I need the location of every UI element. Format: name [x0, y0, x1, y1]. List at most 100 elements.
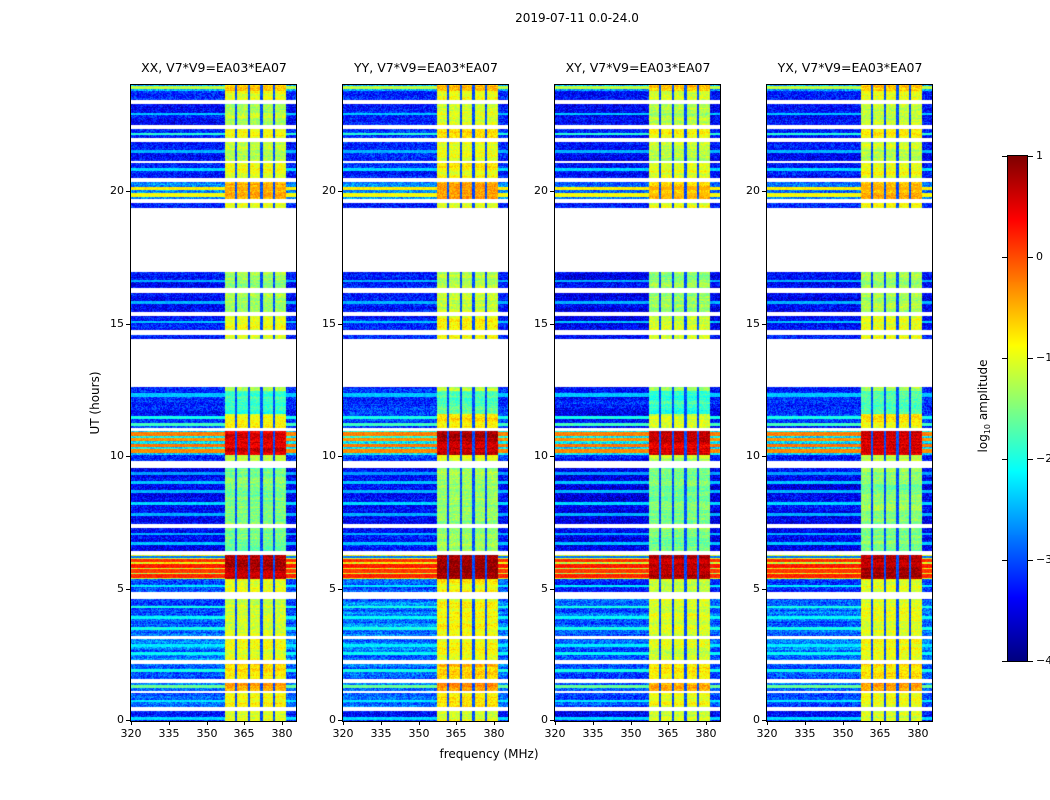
y-tick-mark — [338, 589, 342, 590]
y-tick-label: 20 — [110, 184, 124, 197]
y-tick-label: 5 — [329, 582, 336, 595]
heatmap-plot-xx — [130, 84, 297, 722]
x-tick-mark — [668, 721, 669, 725]
heatmap-plot-yy — [342, 84, 509, 722]
y-tick-label: 20 — [534, 184, 548, 197]
y-tick-mark — [338, 324, 342, 325]
panel-yx: YX, V7*V9=EA03*EA07 320 335 350 365 380 0 5 10… — [746, 60, 933, 760]
x-tick-mark — [843, 721, 844, 725]
heatmap-canvas-yx — [767, 85, 932, 721]
y-tick-mark — [126, 589, 130, 590]
colorbar-tick-mark — [1002, 156, 1007, 157]
colorbar-tick-label: 0 — [1036, 250, 1043, 263]
x-tick-label: 365 — [869, 727, 891, 740]
x-tick-label: 320 — [544, 727, 566, 740]
heatmap-canvas-yy — [343, 85, 508, 721]
y-tick-mark — [550, 589, 554, 590]
x-axis-label: frequency (MHz) — [439, 747, 539, 761]
x-tick-mark — [381, 721, 382, 725]
colorbar-canvas — [1008, 156, 1027, 661]
y-tick-label: 0 — [329, 713, 336, 726]
panel-title-yy: YY, V7*V9=EA03*EA07 — [354, 60, 498, 75]
x-tick-label: 365 — [233, 727, 255, 740]
y-axis-label: UT (hours) — [88, 371, 102, 435]
x-tick-label: 350 — [832, 727, 854, 740]
y-tick-mark — [126, 324, 130, 325]
colorbar — [1007, 155, 1028, 662]
colorbar-tick-mark — [1028, 358, 1033, 359]
x-tick-mark — [343, 721, 344, 725]
colorbar-tick-mark — [1002, 661, 1007, 662]
colorbar-label-sub: 10 — [983, 423, 993, 435]
panel-yy: YY, V7*V9=EA03*EA07 320 335 350 365 380 0 5 10… — [322, 60, 509, 760]
y-tick-label: 15 — [534, 317, 548, 330]
figure-title: 2019-07-11 0.0-24.0 — [515, 11, 639, 25]
colorbar-label-log: log — [975, 434, 990, 453]
y-tick-mark — [550, 720, 554, 721]
y-tick-mark — [762, 456, 766, 457]
heatmap-canvas-xx — [131, 85, 296, 721]
y-tick-label: 0 — [753, 713, 760, 726]
x-tick-mark — [169, 721, 170, 725]
x-tick-label: 365 — [657, 727, 679, 740]
y-tick-label: 5 — [753, 582, 760, 595]
x-tick-label: 380 — [271, 727, 293, 740]
colorbar-tick-mark — [1028, 156, 1033, 157]
colorbar-tick-label: −4 — [1036, 654, 1050, 667]
colorbar-label: log10 amplitude — [976, 360, 992, 453]
x-tick-mark — [593, 721, 594, 725]
x-tick-label: 380 — [483, 727, 505, 740]
panel-title-xy: XY, V7*V9=EA03*EA07 — [565, 60, 711, 75]
panel-title-yx: YX, V7*V9=EA03*EA07 — [777, 60, 923, 75]
colorbar-tick-label: −3 — [1036, 553, 1050, 566]
x-tick-mark — [494, 721, 495, 725]
x-tick-label: 350 — [196, 727, 218, 740]
y-tick-mark — [762, 324, 766, 325]
y-tick-mark — [338, 720, 342, 721]
colorbar-tick-label: −1 — [1036, 351, 1050, 364]
y-tick-mark — [126, 720, 130, 721]
heatmap-plot-yx — [766, 84, 933, 722]
y-tick-mark — [762, 191, 766, 192]
x-tick-label: 350 — [620, 727, 642, 740]
colorbar-tick-mark — [1028, 257, 1033, 258]
x-tick-mark — [131, 721, 132, 725]
x-tick-label: 320 — [332, 727, 354, 740]
x-tick-mark — [555, 721, 556, 725]
panel-xy: XY, V7*V9=EA03*EA07 320 335 350 365 380 0 5 10… — [534, 60, 721, 760]
x-tick-label: 335 — [370, 727, 392, 740]
x-tick-label: 380 — [695, 727, 717, 740]
heatmap-plot-xy — [554, 84, 721, 722]
y-tick-mark — [126, 191, 130, 192]
heatmap-canvas-xy — [555, 85, 720, 721]
y-tick-label: 10 — [322, 449, 336, 462]
y-tick-mark — [550, 324, 554, 325]
y-tick-label: 10 — [110, 449, 124, 462]
x-tick-label: 335 — [794, 727, 816, 740]
y-tick-label: 15 — [322, 317, 336, 330]
x-tick-label: 320 — [756, 727, 778, 740]
panel-xx: XX, V7*V9=EA03*EA07 320 335 350 365 380 0 5 10… — [110, 60, 297, 760]
x-tick-mark — [419, 721, 420, 725]
x-tick-mark — [706, 721, 707, 725]
colorbar-tick-mark — [1002, 459, 1007, 460]
y-tick-mark — [126, 456, 130, 457]
y-tick-label: 15 — [110, 317, 124, 330]
x-tick-label: 380 — [907, 727, 929, 740]
x-tick-label: 320 — [120, 727, 142, 740]
y-tick-mark — [550, 456, 554, 457]
x-tick-mark — [282, 721, 283, 725]
y-tick-label: 20 — [746, 184, 760, 197]
x-tick-label: 365 — [445, 727, 467, 740]
y-tick-mark — [762, 589, 766, 590]
y-tick-label: 0 — [541, 713, 548, 726]
x-tick-mark — [918, 721, 919, 725]
x-tick-label: 350 — [408, 727, 430, 740]
x-tick-mark — [207, 721, 208, 725]
colorbar-tick-mark — [1028, 661, 1033, 662]
colorbar-tick-mark — [1002, 257, 1007, 258]
colorbar-label-rest: amplitude — [975, 359, 990, 424]
y-tick-label: 15 — [746, 317, 760, 330]
y-tick-label: 20 — [322, 184, 336, 197]
